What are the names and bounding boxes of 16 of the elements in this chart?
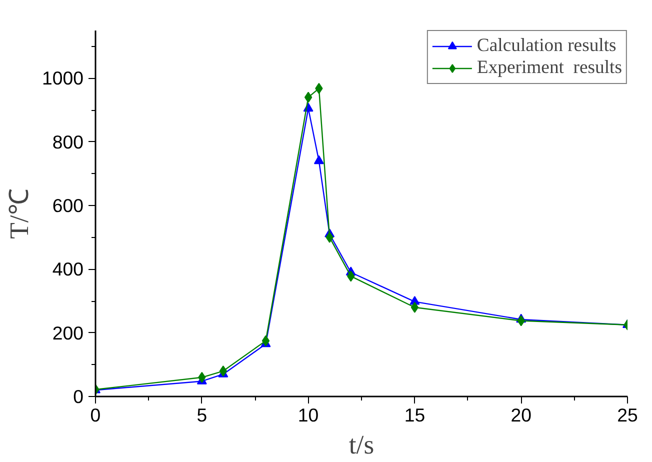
x-tick-label: 0 — [90, 404, 101, 426]
y-tick-label: 1000 — [42, 68, 84, 89]
x-tick-label: 10 — [298, 404, 319, 426]
legend-label: Experiment results — [476, 57, 622, 79]
y-tick-label: 400 — [52, 258, 84, 280]
x-tick-label: 20 — [510, 404, 532, 426]
y-tick-label: 800 — [52, 131, 84, 152]
y-tick-label: 0 — [73, 386, 84, 407]
y-tick-label: 200 — [52, 322, 84, 344]
x-tick-label: 15 — [404, 404, 426, 426]
x-axis-title: t/s — [348, 430, 374, 460]
legend-label: Calculation results — [476, 35, 616, 57]
y-tick-label: 600 — [52, 195, 84, 216]
x-tick-label: 5 — [196, 404, 208, 426]
y-axis-title: T/℃ — [4, 188, 34, 239]
x-tick-label: 25 — [617, 404, 638, 426]
